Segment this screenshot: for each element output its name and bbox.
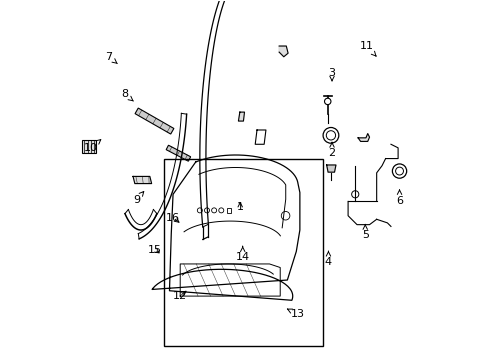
Text: 8: 8 bbox=[121, 89, 133, 101]
Bar bbox=[164, 158, 323, 346]
Polygon shape bbox=[166, 145, 190, 161]
Text: 12: 12 bbox=[172, 291, 186, 301]
Text: 6: 6 bbox=[395, 190, 402, 206]
Text: 3: 3 bbox=[328, 68, 335, 81]
Text: 5: 5 bbox=[361, 225, 368, 240]
Text: 16: 16 bbox=[166, 212, 180, 222]
Text: 9: 9 bbox=[133, 192, 143, 204]
Polygon shape bbox=[238, 112, 244, 121]
Polygon shape bbox=[357, 134, 369, 141]
Text: 14: 14 bbox=[235, 246, 249, 262]
Polygon shape bbox=[279, 46, 287, 57]
Bar bbox=[226, 208, 231, 213]
Text: 15: 15 bbox=[147, 245, 161, 255]
Text: 11: 11 bbox=[359, 41, 375, 56]
Circle shape bbox=[324, 98, 330, 105]
Polygon shape bbox=[135, 108, 174, 134]
Text: 1: 1 bbox=[236, 202, 243, 212]
Text: 4: 4 bbox=[324, 251, 331, 267]
Text: 10: 10 bbox=[84, 140, 101, 153]
Circle shape bbox=[351, 191, 358, 198]
Text: 13: 13 bbox=[287, 309, 304, 319]
Text: 7: 7 bbox=[105, 52, 117, 64]
Polygon shape bbox=[326, 165, 335, 172]
Text: 2: 2 bbox=[328, 143, 335, 158]
Polygon shape bbox=[133, 176, 151, 184]
Bar bbox=[81, 140, 96, 153]
